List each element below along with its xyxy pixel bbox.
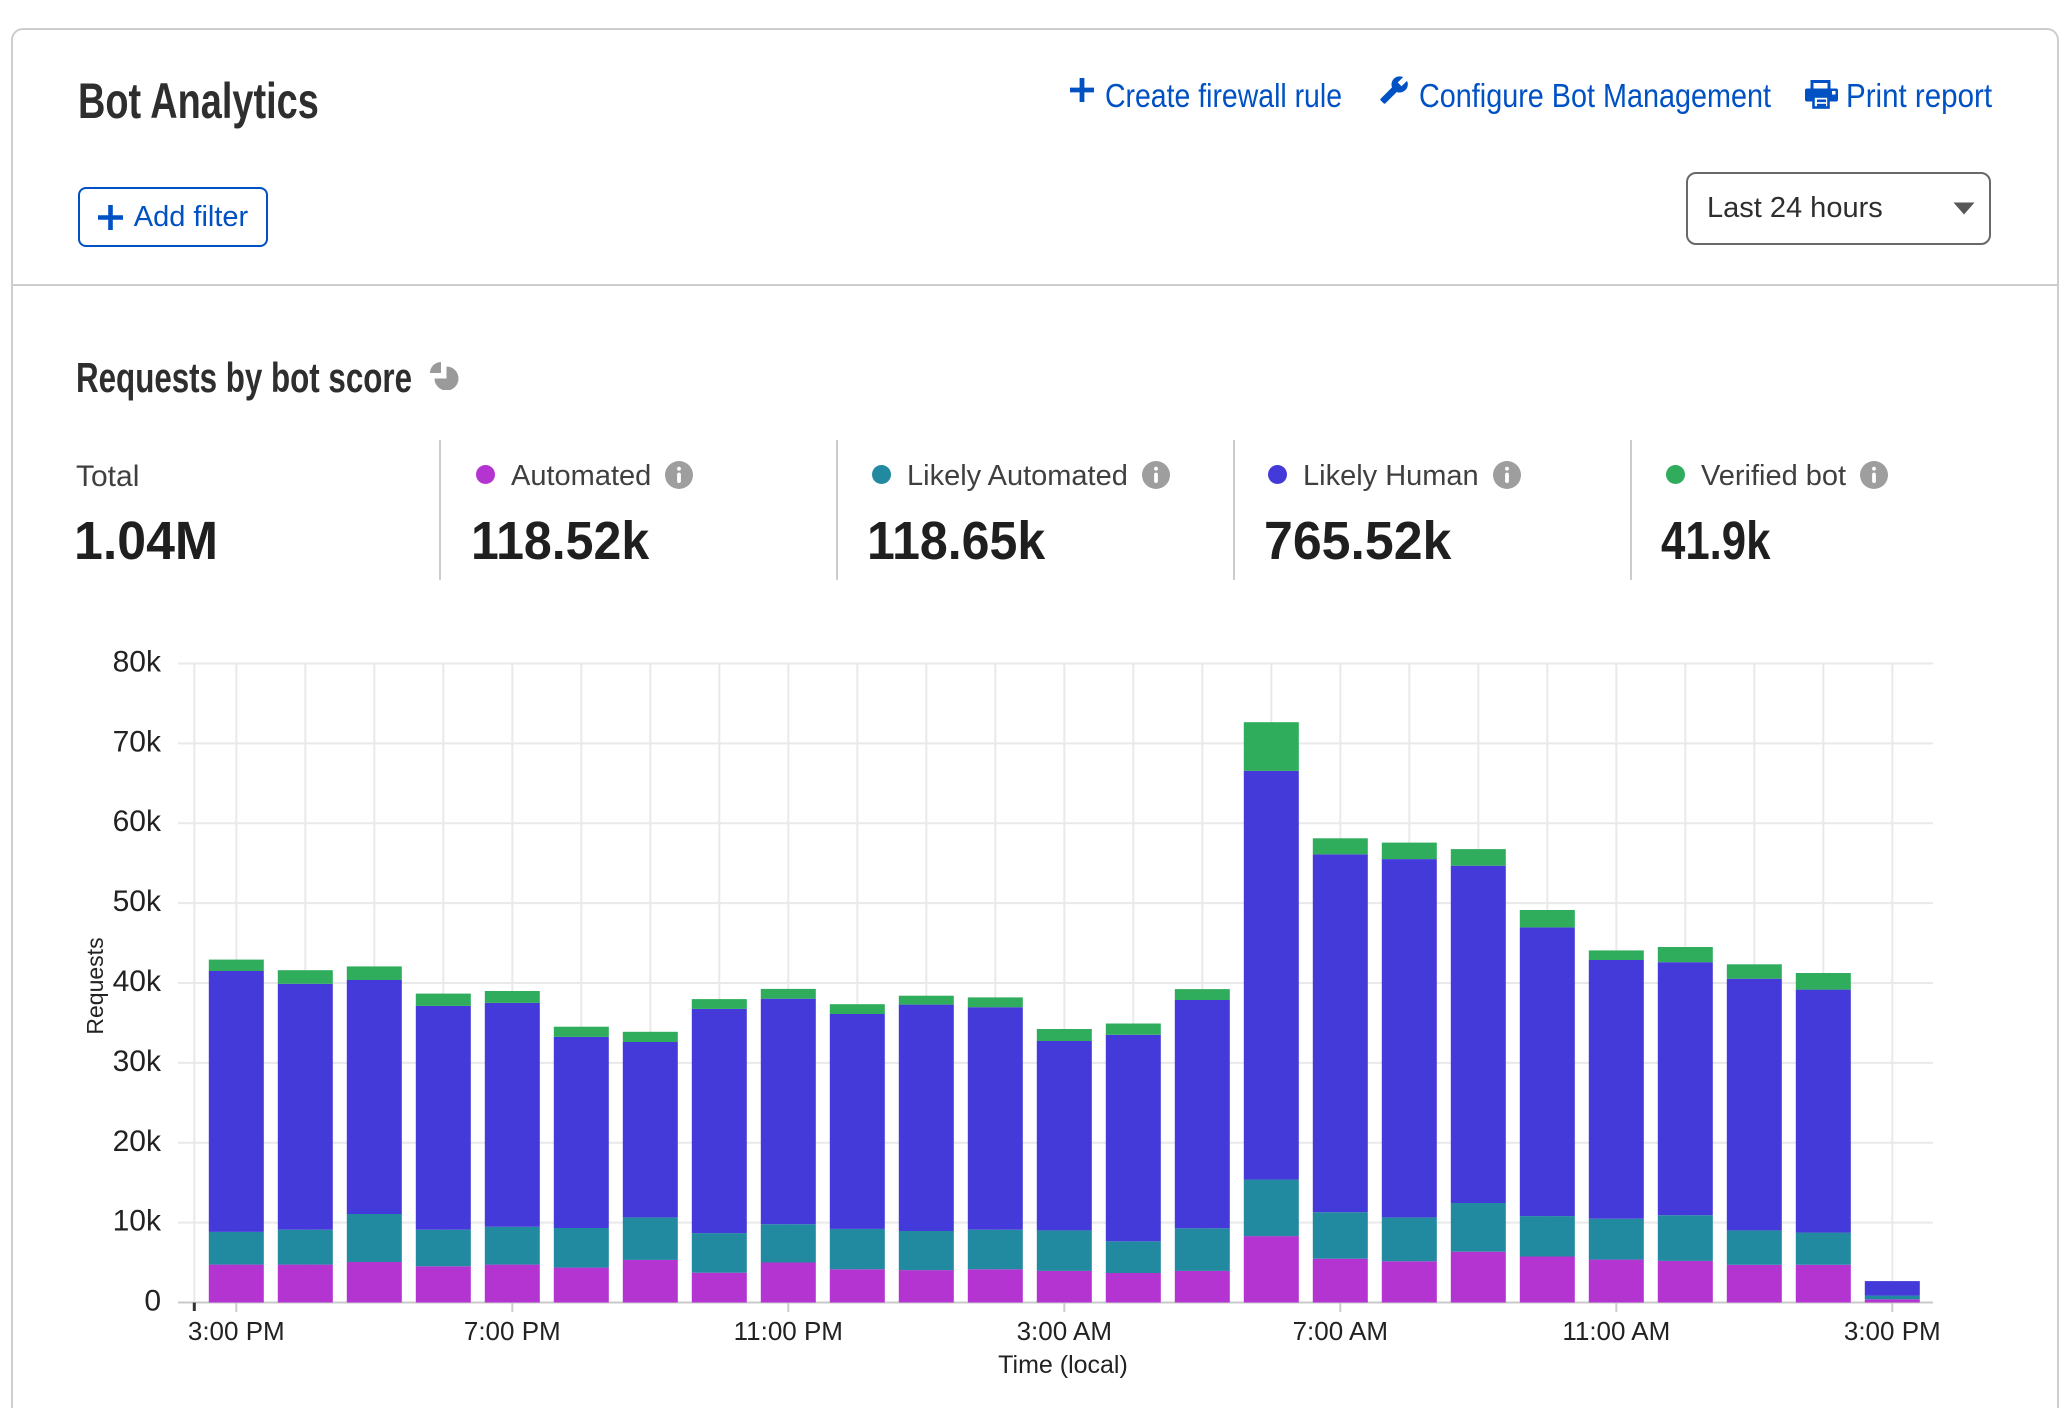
- svg-text:3:00 PM: 3:00 PM: [1844, 1316, 1941, 1346]
- svg-text:70k: 70k: [113, 725, 162, 758]
- svg-text:3:00 PM: 3:00 PM: [188, 1316, 285, 1346]
- svg-text:7:00 AM: 7:00 AM: [1293, 1316, 1388, 1346]
- svg-text:80k: 80k: [113, 646, 162, 679]
- svg-text:7:00 PM: 7:00 PM: [464, 1316, 561, 1346]
- svg-text:20k: 20k: [113, 1125, 162, 1158]
- svg-text:50k: 50k: [113, 885, 162, 918]
- svg-text:10k: 10k: [113, 1205, 162, 1238]
- svg-text:Requests: Requests: [82, 937, 108, 1034]
- svg-text:60k: 60k: [113, 805, 162, 838]
- svg-text:0: 0: [144, 1285, 161, 1318]
- svg-text:11:00 AM: 11:00 AM: [1562, 1316, 1670, 1346]
- svg-text:3:00 AM: 3:00 AM: [1017, 1316, 1112, 1346]
- svg-text:Time (local): Time (local): [998, 1351, 1128, 1379]
- svg-text:40k: 40k: [113, 965, 162, 998]
- svg-text:11:00 PM: 11:00 PM: [734, 1316, 843, 1346]
- svg-text:30k: 30k: [113, 1045, 162, 1078]
